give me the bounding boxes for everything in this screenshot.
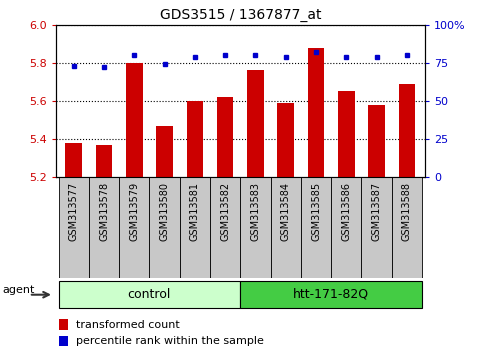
Bar (338, 91, 355, 177)
Text: GSM313580: GSM313580 (159, 182, 170, 241)
Text: htt-171-82Q: htt-171-82Q (293, 287, 369, 301)
Bar (119, 177, 149, 278)
Bar (186, 101, 203, 177)
Bar (180, 177, 210, 278)
Title: GDS3515 / 1367877_at: GDS3515 / 1367877_at (159, 8, 321, 22)
Bar (241, 281, 422, 308)
Bar (368, 105, 385, 177)
Bar (398, 84, 415, 177)
Text: control: control (128, 287, 171, 301)
Text: GSM313584: GSM313584 (281, 182, 291, 241)
Bar (96, 145, 113, 177)
Bar (65, 143, 82, 177)
Bar (210, 177, 241, 278)
Bar (217, 97, 233, 177)
Bar (58, 177, 89, 278)
Text: percentile rank within the sample: percentile rank within the sample (76, 336, 264, 346)
Bar (270, 177, 301, 278)
Bar (126, 63, 142, 177)
Bar (331, 177, 361, 278)
Bar (89, 177, 119, 278)
Bar (308, 48, 325, 177)
Text: GSM313581: GSM313581 (190, 182, 200, 241)
Text: GSM313585: GSM313585 (311, 182, 321, 241)
Bar (59, 336, 69, 346)
Text: GSM313586: GSM313586 (341, 182, 351, 241)
Text: GSM313587: GSM313587 (371, 182, 382, 241)
Text: GSM313579: GSM313579 (129, 182, 139, 241)
Text: GSM313577: GSM313577 (69, 182, 79, 241)
Text: GSM313583: GSM313583 (251, 182, 260, 241)
Text: agent: agent (3, 285, 35, 295)
Text: GSM313588: GSM313588 (402, 182, 412, 241)
Bar (361, 177, 392, 278)
Bar (58, 281, 241, 308)
Bar (392, 177, 422, 278)
Bar (277, 103, 294, 177)
Bar (156, 126, 173, 177)
Bar (247, 70, 264, 177)
Bar (59, 319, 69, 330)
Bar (301, 177, 331, 278)
Bar (149, 177, 180, 278)
Bar (241, 177, 270, 278)
Text: GSM313582: GSM313582 (220, 182, 230, 241)
Text: transformed count: transformed count (76, 320, 180, 330)
Text: GSM313578: GSM313578 (99, 182, 109, 241)
